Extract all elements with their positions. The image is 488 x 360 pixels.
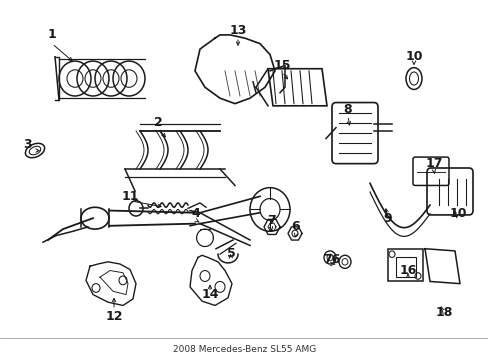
Text: 3: 3	[23, 138, 32, 150]
Text: 15: 15	[273, 59, 290, 72]
Text: 14: 14	[201, 288, 218, 301]
Polygon shape	[267, 69, 326, 106]
Text: 6: 6	[291, 220, 300, 233]
Text: 8: 8	[343, 103, 351, 116]
Text: 4: 4	[191, 207, 200, 220]
Text: 12: 12	[105, 310, 122, 323]
Text: 2008 Mercedes-Benz SL55 AMG: 2008 Mercedes-Benz SL55 AMG	[173, 345, 315, 354]
Text: 9: 9	[383, 212, 391, 225]
Text: 11: 11	[121, 190, 139, 203]
Text: 10: 10	[405, 50, 422, 63]
Text: 1: 1	[47, 28, 56, 41]
Text: 16: 16	[399, 264, 416, 277]
Bar	[395, 257, 415, 277]
Text: 18: 18	[434, 306, 452, 319]
Text: 2: 2	[153, 116, 162, 129]
Text: 5: 5	[226, 247, 235, 260]
Bar	[387, 249, 422, 282]
Text: 13: 13	[229, 24, 246, 37]
Text: 76: 76	[323, 253, 340, 266]
Text: 7: 7	[266, 214, 275, 227]
Text: 17: 17	[425, 157, 442, 170]
Text: 10: 10	[448, 207, 466, 220]
